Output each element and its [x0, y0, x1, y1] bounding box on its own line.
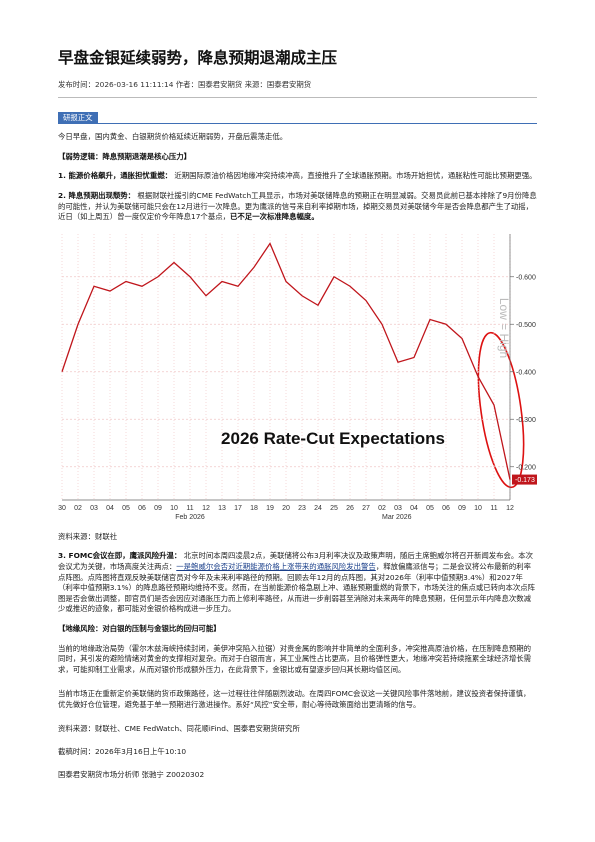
y-tick-label: -0.600: [516, 274, 536, 281]
meta: 发布时间：2026-03-16 11:11:14 作者：国泰君安期货 来源：国泰…: [58, 80, 537, 98]
text: 近期国际原油价格因地缘冲突持续冲高，直接推升了全球通胀预期。市场开始担忧，通胀粘…: [174, 171, 537, 181]
last-value-label: -0.173: [515, 477, 535, 484]
lead: 1. 能源价格飙升，通胀担忧重燃：: [58, 171, 172, 181]
x-tick-label: 24: [314, 505, 322, 512]
document: 早盘金银延续弱势，降息预期退潮成主压 发布时间：2026-03-16 11:11…: [58, 49, 537, 779]
x-tick-label: 03: [90, 505, 98, 512]
title: 早盘金银延续弱势，降息预期退潮成主压: [58, 49, 338, 67]
last-value-box: [512, 474, 537, 485]
emphasis: 已不足一次标准降息幅度。: [230, 212, 319, 222]
x-tick-label: 25: [330, 505, 338, 512]
highlight-ellipse: [477, 331, 525, 488]
y-tick-label: -0.500: [516, 322, 536, 329]
x-tick-label: 18: [250, 505, 258, 512]
series-line: [61, 241, 511, 480]
tag: 研报正文: [58, 111, 98, 123]
paragraph: 2. 降息预期出现颓势： 根据财联社援引的CME FedWatch工具显示，市场…: [58, 191, 537, 223]
text: 北京时间本周四凌晨2点，美联储将公布3月利率决议及政策声明，随后主席鲍威尔将召开…: [58, 551, 534, 571]
annotation: 2026 Rate-Cut Expectations: [221, 429, 445, 448]
x-tick-label: 12: [202, 505, 210, 512]
chart-bg: [58, 231, 537, 522]
x-tick-label: 02: [378, 505, 386, 512]
paragraph: 3. FOMC会议在即，鹰派风险升温： 北京时间本周四凌晨2点，美联储将公布3月…: [58, 551, 537, 615]
source: 资料来源：财联社: [58, 531, 118, 541]
paragraph: 1. 能源价格飙升，通胀担忧重燃： 近期国际原油价格因地缘冲突持续冲高，直接推升…: [58, 171, 537, 182]
heading-text: 【弱势逻辑：降息预期退潮是核心压力】: [58, 151, 192, 161]
x-tick-label: 10: [170, 505, 178, 512]
x-tick-label: 19: [266, 505, 274, 512]
x-tick-label: 27: [362, 505, 370, 512]
deadline: 截稿时间：2026年3月16日上午10:10: [58, 747, 187, 757]
paragraph: 当前的地缘政治局势（霍尔木兹海峡持续封闭，美伊冲突陷入拉锯）对贵金属的影响并非简…: [58, 643, 532, 674]
x-tick-label: 05: [122, 505, 130, 512]
text: 根据财联社援引的CME FedWatch工具显示，市场对美联储降息的预期正在明显…: [58, 190, 537, 222]
x-tick-label: 04: [106, 505, 114, 512]
month-label: Feb 2026: [175, 514, 205, 521]
chart: Low = High 30 02 03 04 05 06 09 10 11 12 13 17 18 19 2…: [58, 231, 537, 522]
x-tick-label: 12: [506, 505, 514, 512]
heading-text: 【地缘风险：对白银的压制与金银比的回归可能】: [58, 623, 221, 633]
lead: 3. FOMC会议在即，鹰派风险升温：: [58, 551, 182, 561]
heading: 【地缘风险：对白银的压制与金银比的回归可能】: [58, 624, 537, 635]
link[interactable]: 一是鲍威尔会否对近期能源价格上涨带来的通胀风险发出警告: [176, 561, 376, 571]
analyst: 国泰君安期货市场分析师 张驰宁 Z0020302: [58, 769, 205, 779]
x-tick-label: 20: [282, 505, 290, 512]
x-tick-label: 26: [346, 505, 354, 512]
lead: 2. 降息预期出现颓势：: [58, 190, 136, 200]
tag-bar: 研报正文: [58, 111, 537, 125]
x-tick-label: 02: [74, 505, 82, 512]
x-tick-label: 06: [442, 505, 450, 512]
paragraph: 今日早盘，国内黄金、白银期货价格延续近期弱势，开盘后震荡走低。: [58, 132, 288, 142]
paragraph: 当前市场正在重新定价美联储的货币政策路径，这一过程往往伴随剧烈波动。在周四FOM…: [58, 689, 531, 709]
x-tick-label: 03: [394, 505, 402, 512]
heading: 【弱势逻辑：降息预期退潮是核心压力】: [58, 152, 537, 163]
x-tick-label: 13: [218, 505, 226, 512]
x-tick-label: 11: [186, 505, 193, 512]
x-tick-label: 04: [410, 505, 418, 512]
x-tick-label: 05: [426, 505, 434, 512]
x-tick-label: 17: [234, 505, 242, 512]
x-tick-label: 09: [458, 505, 466, 512]
month-label: Mar 2026: [382, 514, 412, 521]
x-tick-label: 06: [138, 505, 146, 512]
source: 资料来源：财联社、CME FedWatch、同花顺iFind、国泰君安期货研究所: [58, 724, 300, 734]
text: ，释放偏鹰派信号；二是会议将公布最新的利率点阵图。点阵图将直观反映美联储官员对今…: [58, 561, 536, 614]
x-tick-label: 30: [58, 505, 66, 512]
axis-note: Low = High: [497, 298, 511, 358]
x-tick-label: 11: [490, 505, 497, 512]
y-tick-label: -0.300: [516, 417, 536, 424]
x-tick-label: 23: [298, 505, 306, 512]
y-tick-label: -0.400: [516, 369, 536, 376]
y-tick-label: -0.200: [516, 464, 536, 471]
x-tick-label: 09: [154, 505, 162, 512]
x-tick-label: 10: [474, 505, 482, 512]
